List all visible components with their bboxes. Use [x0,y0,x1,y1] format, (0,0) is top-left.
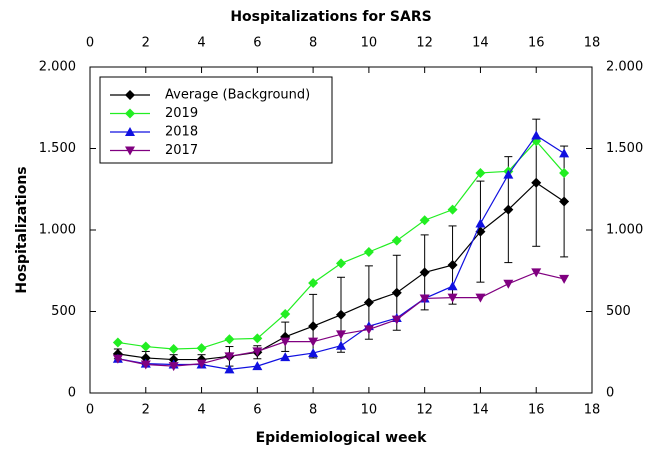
marker [363,325,374,335]
marker [336,330,346,340]
marker [308,321,319,332]
marker [391,315,402,325]
x-tick-label-top: 16 [528,36,545,51]
y-tick-label-right: 2.000 [606,60,643,75]
marker [559,148,570,158]
marker [280,352,291,362]
marker [140,341,151,352]
x-axis-label: Epidemiological week [256,430,427,446]
marker [419,267,430,278]
marker [168,343,179,354]
x-tick-label-top: 12 [416,36,433,51]
marker [391,235,402,246]
y-tick-label: 0 [68,386,76,401]
marker [503,279,514,289]
x-tick-label: 14 [472,403,489,418]
legend-label: 2017 [165,143,198,158]
marker [112,354,123,364]
legend-box [99,76,333,164]
y-tick-label: 2.000 [39,60,76,75]
marker [336,309,346,320]
x-tick-label: 0 [86,403,94,418]
x-tick-label: 18 [584,403,601,418]
chart-title: Hospitalizations for SARS [230,9,431,25]
marker [336,258,346,269]
marker [168,362,179,372]
x-tick-label-top: 8 [309,36,317,51]
marker [503,204,514,215]
marker [196,359,207,369]
marker [559,196,570,207]
y-axis-label: Hospitalizations [14,166,30,293]
marker [447,204,458,215]
marker [503,169,514,179]
marker [336,340,346,350]
x-tick-label: 4 [197,403,205,418]
marker [419,294,430,304]
marker [140,360,151,370]
marker [125,108,135,119]
marker [475,293,486,303]
y-tick-label-right: 500 [606,304,631,319]
marker [125,146,135,156]
x-tick-label: 8 [309,403,317,418]
x-tick-label: 10 [361,403,378,418]
marker [196,343,207,354]
marker [252,347,263,357]
marker [559,274,570,284]
marker [308,337,319,347]
x-tick-label-top: 4 [197,36,205,51]
marker [447,260,458,271]
y-tick-label-right: 0 [606,386,614,401]
y-tick-label: 500 [51,304,76,319]
x-tick-label-top: 6 [253,36,261,51]
x-tick-label: 2 [142,403,150,418]
marker [475,167,486,178]
marker [363,247,374,258]
marker [559,167,570,178]
x-tick-label: 6 [253,403,261,418]
x-tick-label: 16 [528,403,545,418]
marker [252,361,263,371]
marker [531,130,542,140]
marker [391,287,402,298]
marker [224,352,235,362]
legend-label: Average (Background) [165,88,310,103]
marker [224,334,235,345]
marker [125,127,135,136]
legend-label: 2019 [165,106,198,121]
y-tick-label-right: 1.000 [606,223,643,238]
marker [363,297,374,308]
y-tick-label: 1.500 [39,141,76,156]
x-tick-label: 12 [416,403,433,418]
marker [280,308,291,319]
y-tick-label: 1.000 [39,223,76,238]
legend-label: 2018 [165,125,198,140]
marker [280,337,291,347]
marker [308,277,319,288]
marker [140,352,151,363]
x-tick-label-top: 14 [472,36,489,51]
x-tick-label-top: 2 [142,36,150,51]
marker [447,281,458,291]
marker [531,268,542,278]
marker [252,333,263,344]
marker [308,348,319,358]
marker [224,364,235,374]
x-tick-label-top: 0 [86,36,94,51]
y-tick-label-right: 1.500 [606,141,643,156]
x-tick-label-top: 10 [361,36,378,51]
x-tick-label-top: 18 [584,36,601,51]
marker [447,293,458,303]
marker [475,218,486,228]
marker [112,337,123,348]
marker [419,215,430,226]
marker [531,177,542,188]
marker [125,90,135,100]
